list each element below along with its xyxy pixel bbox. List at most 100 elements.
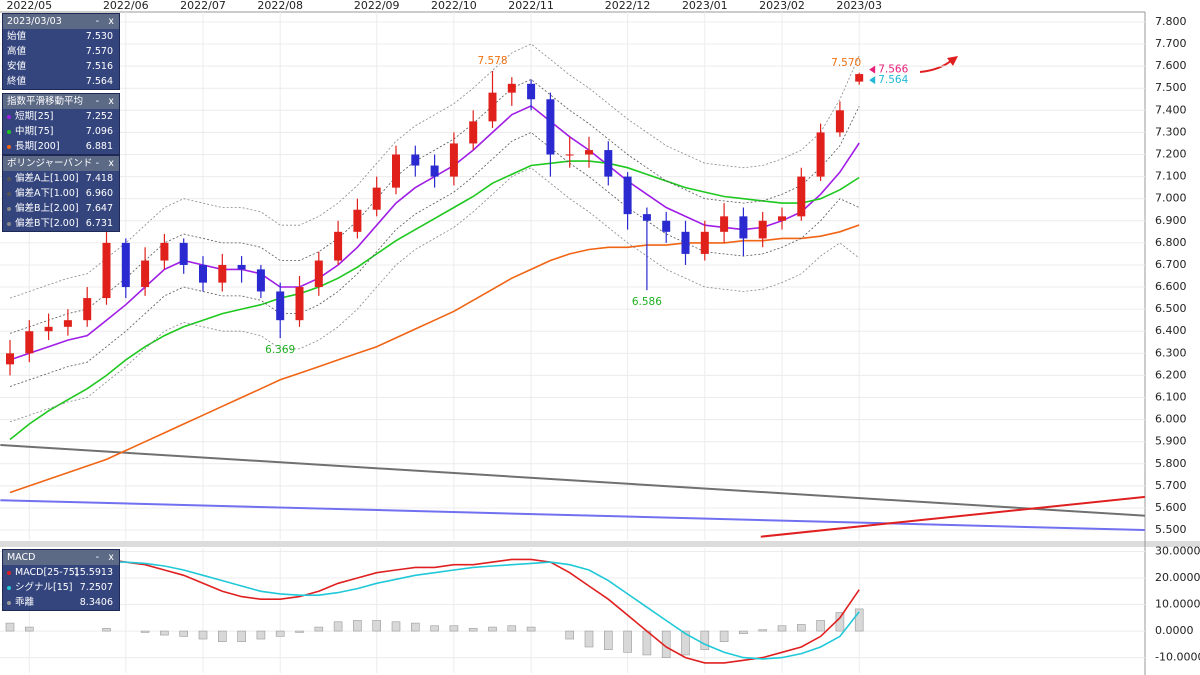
candle-body — [623, 176, 632, 215]
ohlc-value: 7.564 — [85, 76, 113, 87]
close-button[interactable]: x — [108, 16, 114, 27]
legend-name: MACD[25-75] — [15, 567, 79, 578]
ohlc-panel: 2023/03/03 - x 始値 7.530 高値 7.570 安値 7.516 終値 7.564 — [2, 13, 120, 90]
price-annotation: 6.369 — [265, 344, 295, 356]
candle-body — [681, 231, 690, 254]
y-tick-label: 6.300 — [1155, 346, 1187, 359]
panel-header: 2023/03/03 - x — [3, 14, 119, 29]
candle-body — [83, 298, 92, 321]
series-line — [9, 224, 860, 494]
candle-body — [63, 320, 72, 327]
price-annotation: 6.586 — [632, 296, 662, 308]
close-button[interactable]: x — [108, 158, 114, 169]
trendline — [0, 444, 1145, 517]
candle-body — [797, 176, 806, 217]
legend-marker — [7, 206, 11, 211]
close-button[interactable]: x — [108, 96, 114, 107]
legend-value: 7.2507 — [79, 582, 113, 593]
legend-name: 偏差A上[1.00] — [15, 173, 79, 184]
histogram-bar — [391, 621, 401, 632]
legend-title: ボリンジャーバンド — [7, 158, 93, 169]
candle-body — [565, 154, 574, 156]
minimize-button[interactable]: - — [95, 16, 99, 27]
legend-row: 短期[25] 7.252 — [3, 109, 119, 124]
candle-body — [449, 143, 458, 177]
legend-value: 6.960 — [85, 188, 113, 199]
legend-marker — [7, 221, 11, 226]
histogram-bar — [584, 630, 594, 648]
legend-value: 7.252 — [85, 111, 113, 122]
histogram-bar — [700, 630, 710, 650]
macd-plot — [0, 548, 1145, 673]
histogram-bar — [314, 626, 324, 632]
legend-panel: 指数平滑移動平均 - x 短期[25] 7.252 中期[75] 7.096 長期[200] 6… — [2, 93, 120, 155]
histogram-bar — [835, 612, 845, 632]
legend-name: 長期[200] — [15, 141, 60, 152]
legend-marker — [7, 114, 11, 119]
histogram-bar — [410, 622, 420, 632]
candle-body — [218, 264, 227, 283]
series-line — [9, 556, 860, 664]
candle-body — [237, 264, 246, 270]
x-tick-label: 2022/11 — [508, 0, 554, 12]
histogram-bar — [275, 630, 285, 637]
macd-legend: MACD - x MACD[25-75] 15.5913 シグナル[15] 7.2507 乖離… — [2, 549, 120, 611]
legend-row: MACD[25-75] 15.5913 — [3, 565, 119, 580]
y-tick-label: 6.200 — [1155, 368, 1187, 381]
legend-marker — [7, 191, 11, 196]
histogram-bar — [777, 625, 787, 632]
y-tick-label: 6.800 — [1155, 236, 1187, 249]
minimize-button[interactable]: - — [95, 96, 99, 107]
y-tick-label: 5.800 — [1155, 457, 1187, 470]
histogram-bar — [816, 620, 825, 632]
candle-body — [662, 220, 671, 232]
histogram-bar — [102, 628, 111, 632]
y-tick-label: 6.700 — [1155, 258, 1187, 271]
legend-name: シグナル[15] — [15, 582, 73, 593]
legend-title: 指数平滑移動平均 — [7, 96, 84, 107]
y-tick-label: 6.900 — [1155, 214, 1187, 227]
candle-body — [527, 83, 536, 100]
trendline — [0, 499, 1145, 532]
panel-title: 2023/03/03 — [7, 16, 62, 27]
legend-value: 6.881 — [85, 141, 113, 152]
candle-body — [295, 287, 304, 321]
histogram-bar — [468, 628, 478, 632]
minimize-button[interactable]: - — [95, 552, 99, 563]
ohlc-name: 始値 — [7, 31, 27, 42]
y-tick-label: 5.600 — [1155, 501, 1187, 514]
y-tick-label: 7.300 — [1155, 125, 1187, 138]
x-tick-label: 2023/01 — [682, 0, 728, 12]
series-line — [9, 167, 860, 423]
y-tick-label: 0.0000 — [1155, 624, 1194, 637]
legend-panel: ボリンジャーバンド - x 偏差A上[1.00] 7.418 偏差A下[1.00] 6.96… — [2, 155, 120, 232]
trendline — [760, 495, 1145, 538]
candle-body — [488, 92, 497, 122]
price-tag: 7.566 — [878, 64, 908, 76]
legend-value: 7.096 — [85, 126, 113, 137]
candle-body — [25, 331, 34, 354]
histogram-bar — [488, 626, 497, 632]
candle-body — [642, 214, 651, 221]
histogram-bar — [449, 625, 459, 632]
histogram-bar — [758, 629, 768, 632]
x-tick-label: 2023/03 — [836, 0, 882, 12]
close-button[interactable]: x — [108, 552, 114, 563]
ohlc-value: 7.570 — [85, 46, 113, 57]
pane-separator — [0, 541, 1200, 547]
minimize-button[interactable]: - — [95, 158, 99, 169]
x-tick-label: 2022/09 — [354, 0, 400, 12]
histogram-bar — [179, 630, 188, 637]
candle-body — [141, 260, 150, 288]
price-tag: 7.564 — [878, 74, 908, 86]
price-annotation: 7.570 — [831, 57, 861, 69]
legend-marker — [7, 129, 11, 134]
y-tick-label: 6.100 — [1155, 391, 1187, 404]
series-line — [9, 131, 860, 387]
panel-header: MACD - x — [3, 550, 119, 565]
legend-name: 中期[75] — [15, 126, 54, 137]
ohlc-name: 終値 — [7, 76, 27, 87]
histogram-bar — [333, 621, 343, 632]
ohlc-row: 高値 7.570 — [3, 44, 119, 59]
